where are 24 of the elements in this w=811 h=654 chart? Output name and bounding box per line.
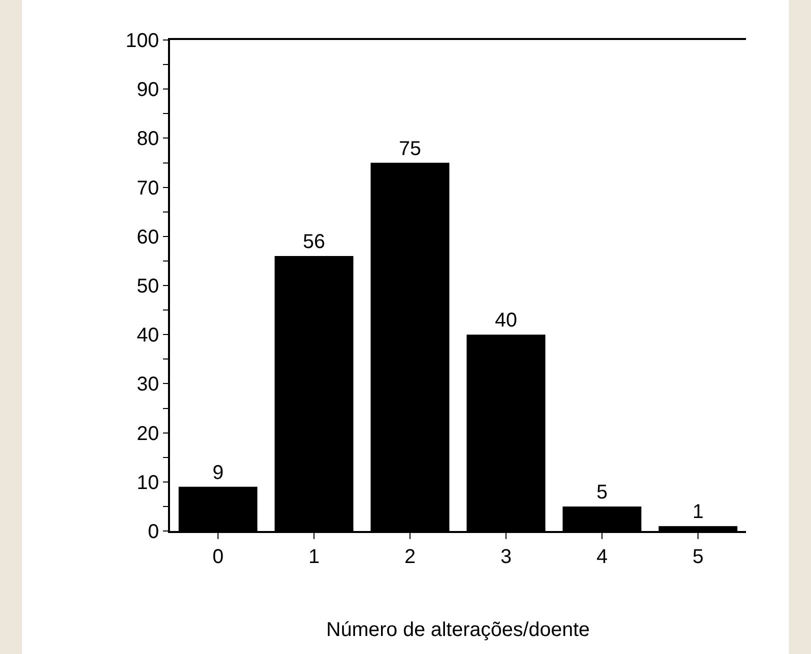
y-tick-label: 70 (136, 177, 159, 200)
y-tick-label: 20 (136, 422, 159, 445)
data-label: 75 (398, 138, 422, 160)
x-tick-label: 3 (500, 546, 512, 568)
data-label: 1 (692, 501, 704, 524)
data-label: 9 (212, 462, 224, 484)
y-tick-label: 10 (136, 472, 159, 494)
data-label: 5 (596, 481, 608, 504)
x-tick-label: 4 (596, 546, 608, 568)
data-label: 56 (302, 231, 326, 254)
y-tick-label: 80 (136, 128, 159, 150)
x-tick-label: 2 (404, 546, 416, 568)
y-tick-label: 90 (136, 79, 159, 102)
y-tick-label: 40 (136, 324, 159, 347)
x-tick-label: 5 (692, 546, 704, 568)
y-tick-label: 100 (126, 30, 159, 52)
x-tick-label: 0 (212, 546, 224, 568)
y-tick-label: 50 (136, 276, 159, 298)
x-tick-label: 1 (308, 546, 320, 568)
data-label: 40 (494, 310, 518, 332)
y-tick-label: 60 (136, 226, 159, 248)
y-tick-label: 0 (148, 521, 159, 543)
x-axis-title: Número de alterações/doente (326, 619, 590, 641)
y-tick-label: 30 (136, 374, 159, 396)
